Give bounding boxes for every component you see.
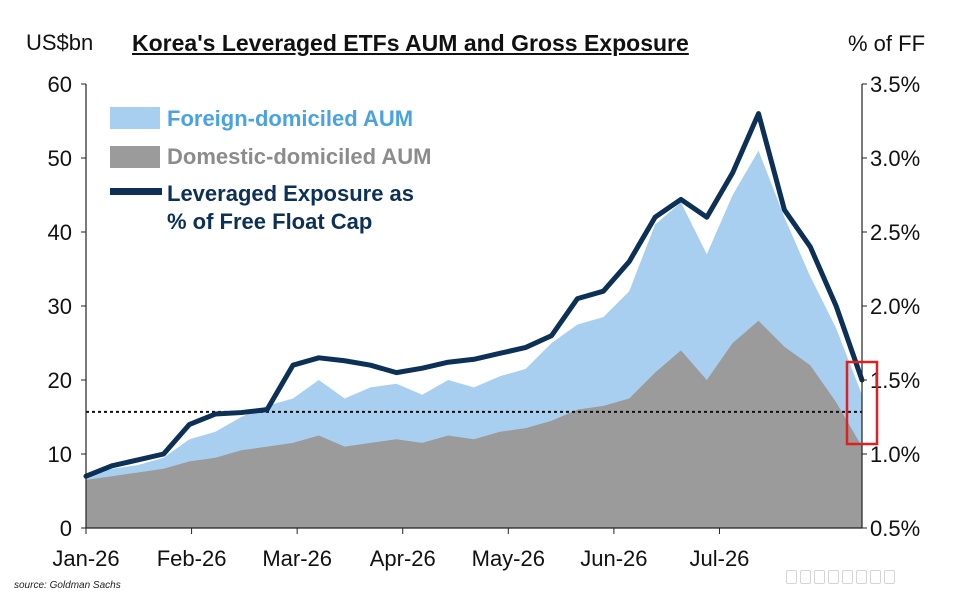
x-tick-label: Feb-26 xyxy=(157,546,227,571)
left-tick-label: 60 xyxy=(48,72,72,97)
watermark-icon xyxy=(786,570,895,584)
right-tick-label: 2.5% xyxy=(870,220,920,245)
source-note: source: Goldman Sachs xyxy=(14,580,121,591)
highlight-box xyxy=(845,360,879,446)
line-layer xyxy=(83,111,865,479)
legend-label-foreign: Foreign-domiciled AUM xyxy=(167,106,413,131)
left-tick-label: 30 xyxy=(48,294,72,319)
right-tick-label: 3.5% xyxy=(870,72,920,97)
x-tick-label: Jul-26 xyxy=(690,546,750,571)
left-tick-label: 50 xyxy=(48,146,72,171)
domestic-aum-area xyxy=(86,320,862,528)
legend-swatch-foreign xyxy=(110,107,160,129)
legend: Foreign-domiciled AUM Domestic-domiciled… xyxy=(110,106,431,234)
legend-swatch-domestic xyxy=(110,146,160,168)
right-tick-label: 3.0% xyxy=(870,146,920,171)
x-tick-label: Apr-26 xyxy=(370,546,436,571)
left-tick-label: 10 xyxy=(48,442,72,467)
x-tick-labels: Jan-26 Feb-26 Mar-26 Apr-26 May-26 Jun-26 Jul-… xyxy=(52,546,749,571)
area-layer xyxy=(86,150,862,528)
right-tick-label: 0.5% xyxy=(870,516,920,541)
axes-layer xyxy=(81,83,867,534)
x-tick-label: May-26 xyxy=(472,546,545,571)
legend-label-exposure-line2: % of Free Float Cap xyxy=(167,209,372,234)
right-axis-unit: % of FF xyxy=(848,31,926,56)
left-tick-label: 0 xyxy=(60,516,72,541)
left-tick-label: 20 xyxy=(48,368,72,393)
legend-swatch-exposure xyxy=(110,188,162,195)
left-tick-labels: 0 10 20 30 40 50 60 xyxy=(48,72,72,541)
left-axis-unit: US$bn xyxy=(26,30,94,55)
x-tick-label: Jun-26 xyxy=(580,546,647,571)
chart-title: Korea's Leveraged ETFs AUM and Gross Exp… xyxy=(132,30,689,56)
x-tick-label: Mar-26 xyxy=(262,546,332,571)
legend-label-exposure-line1: Leveraged Exposure as xyxy=(167,181,414,206)
right-tick-label: 2.0% xyxy=(870,294,920,319)
legend-label-domestic: Domestic-domiciled AUM xyxy=(167,144,431,169)
exposure-line xyxy=(83,111,865,479)
right-tick-labels: 0.5% 1.0% 1.5% 2.0% 2.5% 3.0% 3.5% xyxy=(870,72,920,541)
right-tick-label: 1.5% xyxy=(870,368,920,393)
x-tick-label: Jan-26 xyxy=(52,546,119,571)
left-tick-label: 40 xyxy=(48,220,72,245)
right-tick-label: 1.0% xyxy=(870,442,920,467)
